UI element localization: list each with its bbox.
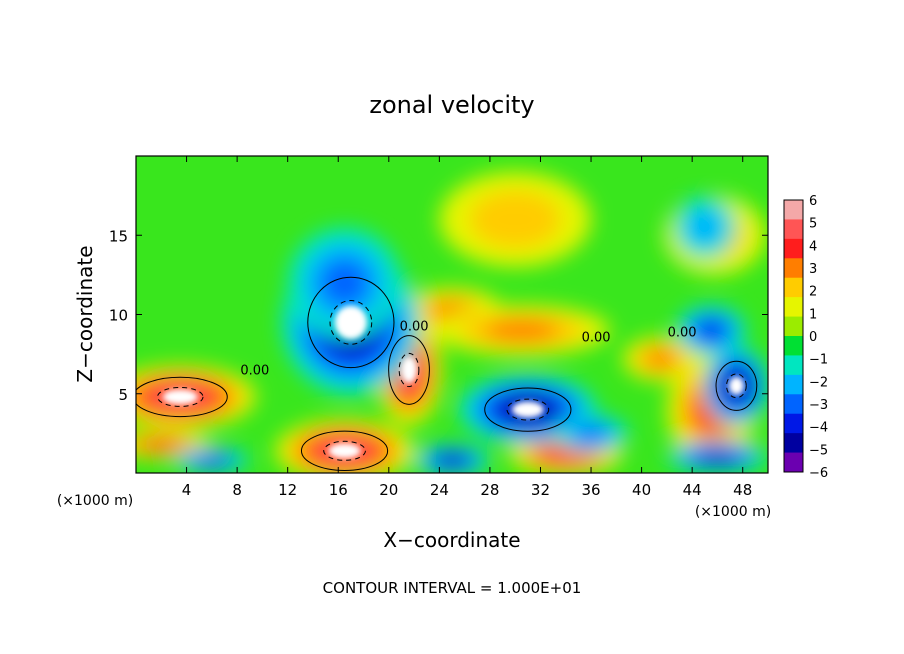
colorbar-swatch xyxy=(784,297,803,318)
negative-anomaly xyxy=(728,376,744,395)
colorbar-tick-label: 0 xyxy=(809,330,817,345)
contour-interval-note: CONTOUR INTERVAL = 1.000E+01 xyxy=(323,579,582,597)
positive-anomaly xyxy=(328,443,361,459)
contour-line-dashed xyxy=(329,300,373,345)
colorbar-swatch xyxy=(784,433,803,454)
x-tick-label: 48 xyxy=(733,481,752,499)
positive-anomaly xyxy=(162,389,198,405)
y-axis-title: Z−coordinate xyxy=(73,245,97,382)
x-tick-label: 36 xyxy=(581,481,600,499)
negative-anomaly xyxy=(199,456,225,465)
field-layer xyxy=(136,171,768,473)
contour-line-dashed xyxy=(156,386,204,407)
contour-value-label: 0.00 xyxy=(240,364,269,379)
positive-anomaly xyxy=(469,190,561,248)
colorbar-tick-label: 3 xyxy=(809,262,817,277)
colorbar: 6 5 4 3 2 1 0 −1 −2 −3 −4 −5 −6 xyxy=(783,194,828,481)
colorbar-tick-label: −5 xyxy=(809,443,828,458)
colorbar-swatch xyxy=(784,355,803,376)
x-tick-label: 24 xyxy=(430,481,449,499)
colorbar-tick-label: −4 xyxy=(809,421,828,436)
negative-anomaly xyxy=(703,452,732,462)
negative-anomaly xyxy=(511,401,544,418)
colorbar-swatch xyxy=(784,258,803,279)
chart-title: zonal velocity xyxy=(369,91,534,119)
colorbar-tick-label: 6 xyxy=(809,194,817,209)
field-core xyxy=(162,305,744,459)
colorbar-swatch xyxy=(784,277,803,298)
colorbar-tick-label: 1 xyxy=(809,307,817,322)
positive-anomaly xyxy=(483,319,560,342)
colorbar-tick-label: 2 xyxy=(809,285,817,300)
negative-anomaly xyxy=(685,208,724,247)
positive-anomaly xyxy=(550,447,582,461)
colorbar-tick-label: 5 xyxy=(809,217,817,232)
positive-anomaly xyxy=(644,349,677,369)
colorbar-swatch xyxy=(784,452,803,473)
contour-line xyxy=(136,376,228,418)
x-unit-label-right: (×1000 m) xyxy=(695,504,771,520)
contour-layer: 0.00 0.00 0.00 0.00 xyxy=(136,276,758,471)
x-tick-label: 40 xyxy=(632,481,651,499)
y-axis: 5 10 15 xyxy=(109,227,768,404)
contour-line xyxy=(715,360,758,411)
colorbar-swatch xyxy=(784,200,803,220)
colorbar-tick-label: −1 xyxy=(809,353,828,368)
contour-value-label: 0.00 xyxy=(668,326,697,341)
negative-anomaly xyxy=(334,305,367,340)
field-smooth xyxy=(136,171,768,473)
negative-anomaly xyxy=(441,455,463,465)
contour-line xyxy=(388,335,430,405)
colorbar-swatch xyxy=(784,394,803,415)
x-tick-label: 8 xyxy=(232,481,242,499)
contour-value-label: 0.00 xyxy=(400,319,429,334)
positive-anomaly xyxy=(144,439,179,450)
contour-line-dashed xyxy=(506,398,550,421)
negative-anomaly xyxy=(320,259,369,307)
colorbar-tick-label: 4 xyxy=(809,239,817,254)
colorbar-tick-label: −6 xyxy=(809,466,828,481)
x-tick-label: 28 xyxy=(480,481,499,499)
colorbar-swatch xyxy=(784,413,803,434)
y-tick-label: 15 xyxy=(109,227,128,245)
x-tick-label: 44 xyxy=(683,481,702,499)
colorbar-tick-label: −2 xyxy=(809,375,828,390)
colorbar-swatch xyxy=(784,219,803,240)
y-tick-label: 10 xyxy=(109,307,128,325)
x-axis: 4 8 12 16 20 24 28 32 36 40 44 48 xyxy=(182,156,752,499)
negative-anomaly xyxy=(574,425,608,442)
x-tick-label: 16 xyxy=(329,481,348,499)
positive-anomaly xyxy=(401,357,417,383)
x-unit-label-left: (×1000 m) xyxy=(57,493,133,509)
colorbar-swatch xyxy=(784,238,803,259)
colorbar-frame xyxy=(783,199,804,473)
x-tick-label: 12 xyxy=(278,481,297,499)
colorbar-swatch xyxy=(784,374,803,395)
x-axis-title: X−coordinate xyxy=(383,528,520,552)
contour-line-dashed xyxy=(726,373,747,399)
contour-line xyxy=(307,276,395,369)
colorbar-tick-label: −3 xyxy=(809,398,828,413)
y-tick-label: 5 xyxy=(118,386,128,404)
contour-value-label: 0.00 xyxy=(582,330,611,345)
x-tick-label: 32 xyxy=(531,481,550,499)
contour-line xyxy=(484,387,572,432)
x-tick-label: 20 xyxy=(379,481,398,499)
contour-line xyxy=(300,430,389,471)
plot-area: 0.00 0.00 0.00 0.00 xyxy=(136,156,768,473)
contour-line-dashed xyxy=(323,440,366,461)
colorbar-swatch xyxy=(784,316,803,337)
negative-anomaly xyxy=(699,321,723,339)
colorbar-swatch xyxy=(784,336,803,356)
x-tick-label: 4 xyxy=(182,481,192,499)
contour-line-dashed xyxy=(398,352,420,388)
